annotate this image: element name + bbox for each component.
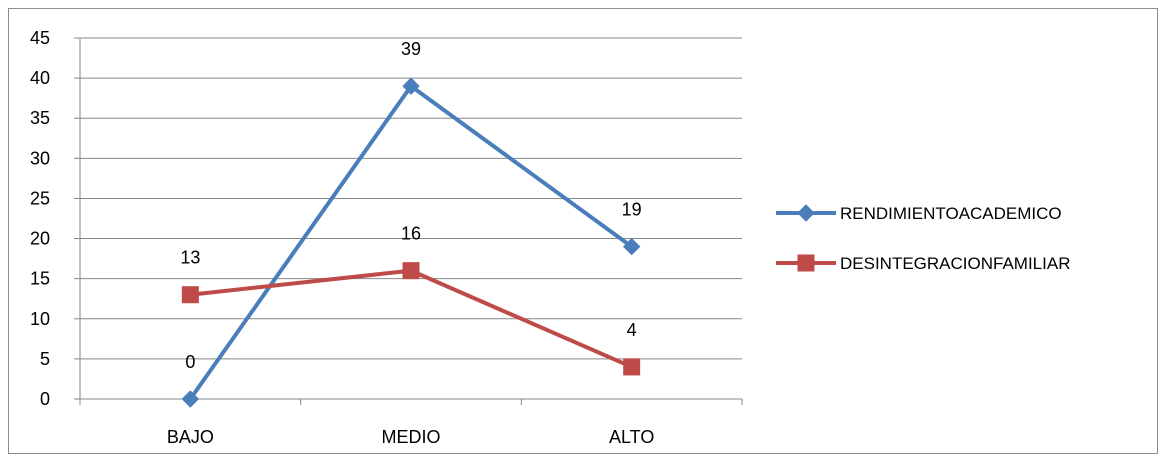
data-point [402, 262, 420, 280]
chart-frame [8, 8, 1158, 454]
data-point [622, 237, 641, 256]
data-labels: 0 39 19 13 16 4 [180, 39, 641, 372]
legend-label: DESINTEGRACIONFAMILIAR [840, 254, 1070, 273]
data-label: 0 [185, 352, 195, 372]
legend-label: RENDIMIENTOACADEMICO [840, 204, 1062, 223]
x-axis-ticks: BAJO MEDIO ALTO [79, 399, 743, 447]
data-label: 16 [401, 224, 421, 244]
data-point [402, 77, 420, 95]
legend: RENDIMIENTOACADEMICO DESINTEGRACIONFAMILI… [776, 204, 1070, 273]
y-tick-label: 15 [30, 269, 50, 289]
data-point [623, 358, 641, 376]
y-tick-label: 30 [30, 148, 50, 168]
data-label: 13 [180, 248, 200, 268]
y-axis-ticks: 0 5 10 15 20 25 30 35 40 45 [30, 28, 80, 409]
data-point [181, 286, 199, 304]
x-tick-label: ALTO [609, 427, 654, 447]
y-tick-label: 5 [40, 349, 50, 369]
data-label: 19 [622, 200, 642, 220]
y-tick-label: 25 [30, 188, 50, 208]
data-label: 4 [627, 320, 637, 340]
y-tick-label: 45 [30, 28, 50, 48]
legend-marker [797, 204, 815, 222]
y-tick-label: 40 [30, 68, 50, 88]
x-tick-label: MEDIO [381, 427, 440, 447]
x-tick-label: BAJO [167, 427, 214, 447]
series-layer [181, 77, 641, 408]
data-point [181, 390, 200, 408]
data-label: 39 [401, 39, 421, 59]
y-tick-label: 20 [30, 229, 50, 249]
y-tick-label: 0 [40, 389, 50, 409]
y-tick-label: 35 [30, 108, 50, 128]
legend-marker [797, 254, 815, 272]
y-tick-label: 10 [30, 309, 50, 329]
